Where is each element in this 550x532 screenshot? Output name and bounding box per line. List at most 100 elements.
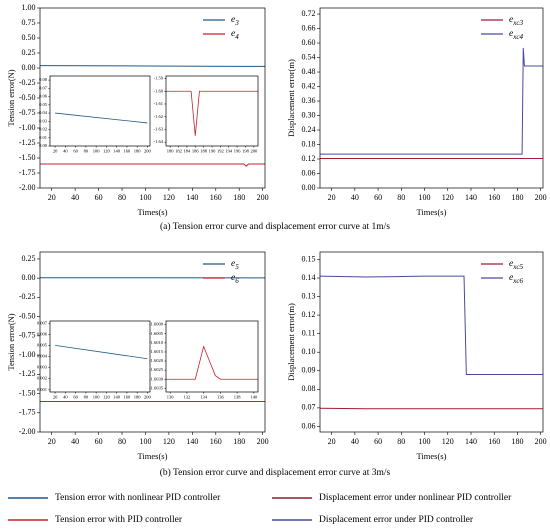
x-tick-label: 40 (63, 149, 68, 154)
y-tick-label: 0.60 (302, 38, 316, 47)
x-tick-label: 188 (200, 149, 208, 154)
y-tick-label: 0.06 (302, 168, 316, 177)
x-tick-label: 120 (163, 193, 175, 202)
y-tick-label: 0.006 (37, 331, 48, 336)
legend-label: exc5 (509, 259, 524, 270)
y-tick-label: 0.00 (22, 63, 36, 72)
y-tick-label: 0.005 (37, 342, 48, 347)
y-tick-label: -1.75 (19, 168, 36, 177)
series-line (320, 47, 543, 155)
x-tick-label: 160 (124, 149, 132, 154)
plot-area (50, 321, 150, 392)
x-tick-label: 140 (186, 193, 198, 202)
x-tick-label: 120 (442, 193, 454, 202)
series-line (319, 407, 543, 410)
x-tick-label: 140 (465, 193, 477, 202)
x-tick-label: 200 (257, 193, 269, 202)
x-tick-label: 120 (442, 437, 454, 446)
x-axis-label: Times(s) (417, 451, 447, 461)
x-tick-label: 200 (535, 193, 547, 202)
x-tick-label: 180 (511, 193, 523, 202)
legend-label: e6 (231, 273, 239, 284)
x-tick-label: 80 (84, 395, 89, 400)
plot-frame (319, 7, 544, 189)
y-tick-label: -1.6020 (149, 358, 164, 363)
caption: (a) Tension error curve and displacement… (160, 221, 390, 232)
y-tick-label: 0.07 (39, 85, 48, 90)
x-tick-label: 80 (397, 193, 405, 202)
x-tick-label: 100 (419, 437, 431, 446)
x-tick-label: 194 (225, 149, 233, 154)
x-tick-label: 120 (163, 437, 175, 446)
x-tick-label: 160 (488, 193, 500, 202)
series-line (166, 345, 258, 380)
series-line (55, 112, 148, 124)
plot-frame (165, 320, 259, 393)
y-tick-label: -2.00 (19, 183, 36, 192)
plot-area (166, 76, 258, 146)
y-tick-label: 0.003 (37, 365, 48, 370)
y-tick-label: 0.11 (302, 328, 316, 337)
x-tick-label: 140 (186, 437, 198, 446)
x-tick-label: 20 (53, 149, 58, 154)
y-tick-label: -1.59 (154, 76, 164, 81)
legend-label: Tension error with nonlinear PID control… (55, 493, 221, 503)
x-tick-label: 20 (328, 437, 336, 446)
x-tick-label: 40 (71, 193, 79, 202)
x-tick-label: 190 (209, 149, 217, 154)
plot-area (50, 76, 150, 146)
y-tick-label: 0.10 (302, 347, 316, 356)
y-axis-label: Tension error(N) (6, 313, 16, 370)
series-line (319, 275, 543, 375)
y-tick-label: 0.36 (302, 96, 316, 105)
y-tick-label: -1.61 (154, 101, 163, 106)
legend-label: Displacement error under nonlinear PID c… (319, 493, 512, 503)
x-tick-label: 200 (257, 437, 269, 446)
y-tick-label: 0.13 (302, 291, 316, 300)
legend-label: e3 (231, 15, 239, 26)
x-tick-label: 184 (184, 149, 192, 154)
y-tick-label: 0.03 (39, 118, 48, 123)
x-tick-label: 200 (144, 149, 152, 154)
plot-frame (49, 320, 151, 393)
y-tick-label: 0.30 (302, 110, 316, 119)
legend-label: exc6 (509, 273, 524, 284)
x-tick-label: 120 (103, 395, 111, 400)
y-tick-label: -1.63 (154, 126, 164, 131)
y-tick-label: -0.50 (19, 311, 36, 320)
plot-frame (49, 75, 151, 147)
x-tick-label: 60 (73, 149, 78, 154)
chart: 20 40 60 80 100 120 140 160 180 200 0.00 0.06 0.12 0.… (286, 7, 547, 217)
y-axis-label: Tension error(N) (6, 69, 16, 126)
legend-label: exc4 (509, 29, 524, 40)
x-tick-label: 40 (351, 437, 359, 446)
legend-label: Tension error with PID controller (55, 515, 183, 525)
y-tick-label: -1.6025 (149, 367, 164, 372)
x-tick-label: 180 (134, 149, 142, 154)
y-tick-label: 0.09 (302, 366, 316, 375)
y-tick-label: -1.6035 (149, 385, 164, 390)
x-tick-label: 140 (113, 149, 121, 154)
y-tick-label: -1.6000 (149, 322, 164, 327)
y-tick-label: 0.24 (302, 125, 316, 134)
y-tick-label: 0.42 (302, 81, 316, 90)
x-tick-label: 140 (113, 395, 121, 400)
x-tick-label: 130 (167, 395, 175, 400)
x-tick-label: 160 (210, 193, 222, 202)
y-tick-label: 0.007 (37, 320, 48, 325)
y-tick-label: 0.48 (302, 67, 316, 76)
y-tick-label: 0.50 (22, 33, 36, 42)
x-tick-label: 20 (53, 395, 58, 400)
y-tick-label: 0.66 (302, 23, 316, 32)
x-tick-label: 180 (233, 437, 245, 446)
y-tick-label: 0.06 (39, 94, 48, 99)
x-tick-label: 180 (134, 395, 142, 400)
y-tick-label: 0.25 (22, 48, 36, 57)
y-tick-label: -1.62 (154, 114, 163, 119)
x-tick-label: 134 (200, 395, 208, 400)
y-tick-label: 0.01 (39, 135, 47, 140)
series-line (40, 163, 265, 167)
legend-label: e5 (231, 259, 239, 270)
series-line (39, 65, 266, 67)
